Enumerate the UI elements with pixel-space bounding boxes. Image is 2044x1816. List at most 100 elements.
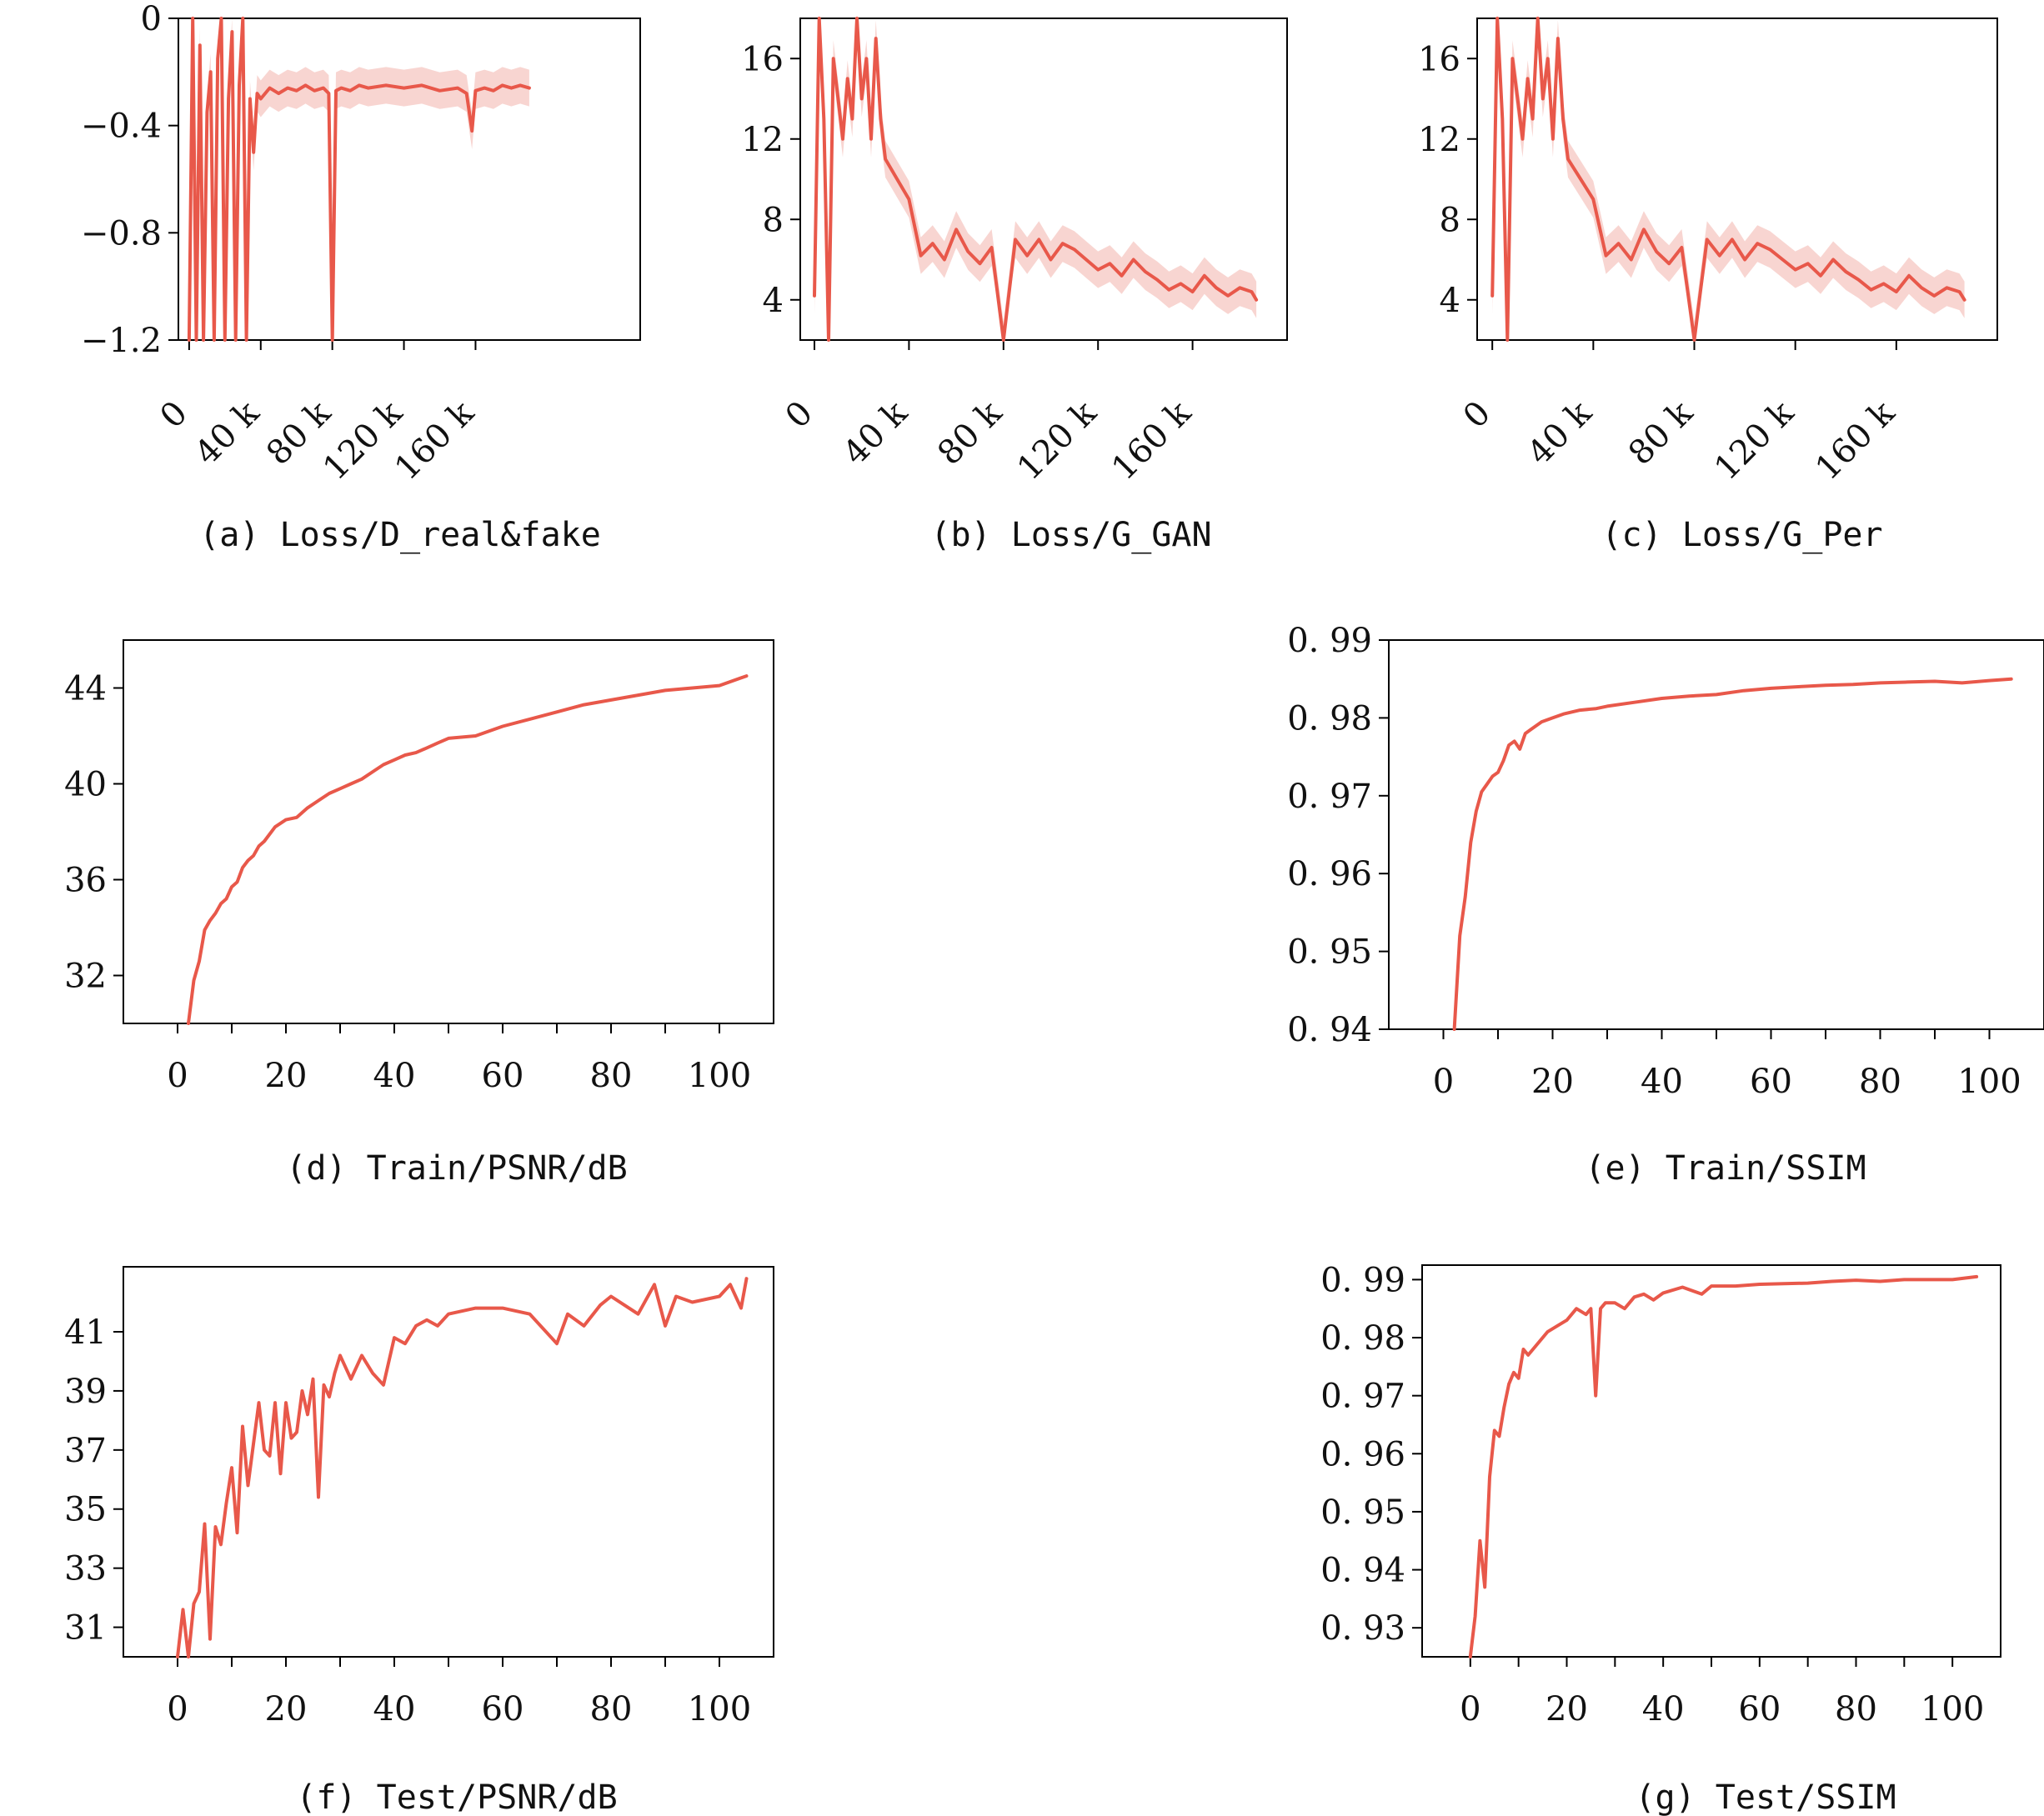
- y-tick-label: 31: [64, 1609, 107, 1648]
- x-tick-label: 160 k: [1105, 393, 1199, 488]
- x-tick-label: 60: [482, 1057, 524, 1095]
- x-tick-label: 160 k: [388, 393, 482, 488]
- x-tick-label: 80: [590, 1690, 633, 1728]
- y-tick-label: 0. 98: [1287, 699, 1372, 738]
- chart-c: 4 8 12 16 0 40 k 80 k 120 k 160 k (c) Loss/G_Per: [1418, 17, 1998, 554]
- x-tick-label: 40 k: [836, 393, 915, 473]
- x-tick-label: 0: [167, 1057, 188, 1095]
- plot-frame: [1476, 18, 1998, 341]
- chart-f: 31 33 35 37 39 41 0 20 40 60 80 100 (f) Test/PSNR/dB: [64, 1266, 774, 1816]
- series-band: [188, 18, 529, 340]
- x-tick-label: 0: [153, 394, 195, 437]
- y-tick-label: 0. 94: [1287, 1011, 1372, 1049]
- x-tick-label: 40 k: [1520, 393, 1600, 473]
- y-tick-label: −0.8: [81, 214, 162, 253]
- y-tick-label: 16: [741, 40, 784, 78]
- series-line: [176, 1277, 749, 1658]
- chart-caption: (a) Loss/D_real&fake: [199, 516, 601, 554]
- x-tick-label: 20: [265, 1690, 308, 1728]
- y-tick-label: 0: [141, 0, 162, 38]
- y-tick-label: 4: [763, 282, 784, 320]
- series-line: [187, 17, 531, 342]
- x-tick-label: 100: [1921, 1690, 1984, 1728]
- x-tick-label: 40 k: [188, 393, 267, 473]
- series-band: [1492, 18, 1965, 340]
- x-tick-label: 40: [373, 1057, 416, 1095]
- y-tick-label: 39: [64, 1373, 107, 1411]
- chart-caption: (g) Test/SSIM: [1635, 1778, 1896, 1816]
- x-tick-label: 80: [1835, 1690, 1877, 1728]
- plot-frame: [799, 18, 1288, 341]
- y-tick-label: −0.4: [81, 108, 162, 146]
- y-tick-label: 0. 97: [1320, 1378, 1405, 1416]
- y-tick-label: 12: [741, 121, 784, 159]
- y-tick-label: 0. 99: [1320, 1261, 1405, 1299]
- y-tick-label: 16: [1418, 40, 1460, 78]
- x-tick-label: 60: [1750, 1063, 1792, 1101]
- y-tick-label: −1.2: [81, 322, 162, 360]
- x-tick-label: 80: [590, 1057, 633, 1095]
- chart-caption: (f) Test/PSNR/dB: [296, 1778, 617, 1816]
- y-tick-label: 12: [1418, 121, 1460, 159]
- plot-frame: [123, 1266, 774, 1658]
- chart-caption: (e) Train/SSIM: [1585, 1149, 1866, 1188]
- y-tick-label: 0. 93: [1320, 1609, 1405, 1648]
- x-tick-label: 80: [1859, 1063, 1901, 1101]
- series-band: [814, 18, 1257, 340]
- series-line: [1490, 17, 1966, 342]
- x-tick-label: 120 k: [1707, 393, 1801, 488]
- x-tick-label: 0: [1460, 1690, 1480, 1728]
- x-tick-label: 0: [779, 394, 821, 437]
- y-tick-label: 0. 94: [1320, 1552, 1405, 1590]
- y-tick-label: 44: [64, 670, 107, 708]
- x-tick-label: 0: [167, 1690, 188, 1728]
- y-tick-label: 8: [1440, 201, 1460, 239]
- chart-g: 0. 93 0. 94 0. 95 0. 96 0. 97 0. 98 0. 99 0 20 40…: [1320, 1261, 2001, 1816]
- y-tick-label: 0. 95: [1320, 1493, 1405, 1532]
- chart-caption: (b) Loss/G_GAN: [930, 516, 1211, 554]
- x-tick-label: 60: [482, 1690, 524, 1728]
- x-tick-label: 80 k: [1621, 393, 1701, 473]
- x-tick-label: 40: [1642, 1690, 1685, 1728]
- y-tick-label: 37: [64, 1432, 107, 1470]
- y-tick-label: 0. 95: [1287, 933, 1372, 972]
- series-line: [1452, 677, 2013, 1031]
- y-tick-label: 0. 97: [1287, 778, 1372, 816]
- y-tick-label: 0. 96: [1287, 855, 1372, 893]
- x-tick-label: 100: [688, 1057, 751, 1095]
- x-tick-label: 160 k: [1808, 393, 1902, 488]
- chart-e: 0. 94 0. 95 0. 96 0. 97 0. 98 0. 99 0 20 40 60 80 1…: [1287, 622, 2044, 1188]
- x-tick-label: 120 k: [1010, 393, 1105, 488]
- x-tick-label: 20: [1546, 1690, 1588, 1728]
- plot-frame: [1421, 1264, 2001, 1658]
- y-tick-label: 32: [64, 958, 107, 996]
- plot-frame: [123, 639, 774, 1024]
- y-tick-label: 35: [64, 1491, 107, 1529]
- y-tick-label: 36: [64, 862, 107, 900]
- x-tick-label: 40: [373, 1690, 416, 1728]
- chart-d: 32 36 40 44 0 20 40 60 80 100 (d) Train/PSNR/dB: [64, 639, 774, 1188]
- chart-caption: (d) Train/PSNR/dB: [286, 1149, 627, 1188]
- chart-b: 4 8 12 16 0 40 k 80 k 120 k 160 k (b) Loss/G_GAN: [741, 17, 1288, 554]
- x-tick-label: 100: [1957, 1063, 2021, 1101]
- x-tick-label: 120 k: [316, 393, 410, 488]
- y-tick-label: 8: [763, 201, 784, 239]
- series-line: [187, 674, 749, 1025]
- x-tick-label: 0: [1456, 394, 1499, 437]
- plot-frame: [1388, 639, 2044, 1030]
- x-tick-label: 40: [1641, 1063, 1683, 1101]
- x-tick-label: 100: [688, 1690, 751, 1728]
- series-line: [813, 17, 1259, 342]
- chart-caption: (c) Loss/G_Per: [1601, 516, 1882, 554]
- series-line: [1468, 1274, 1979, 1658]
- x-tick-label: 60: [1738, 1690, 1781, 1728]
- x-tick-label: 20: [265, 1057, 308, 1095]
- y-tick-label: 41: [64, 1313, 107, 1352]
- y-tick-label: 0. 96: [1320, 1435, 1405, 1473]
- plot-frame: [178, 18, 641, 341]
- y-tick-label: 4: [1440, 282, 1460, 320]
- y-tick-label: 40: [64, 766, 107, 804]
- y-tick-label: 0. 98: [1320, 1319, 1405, 1358]
